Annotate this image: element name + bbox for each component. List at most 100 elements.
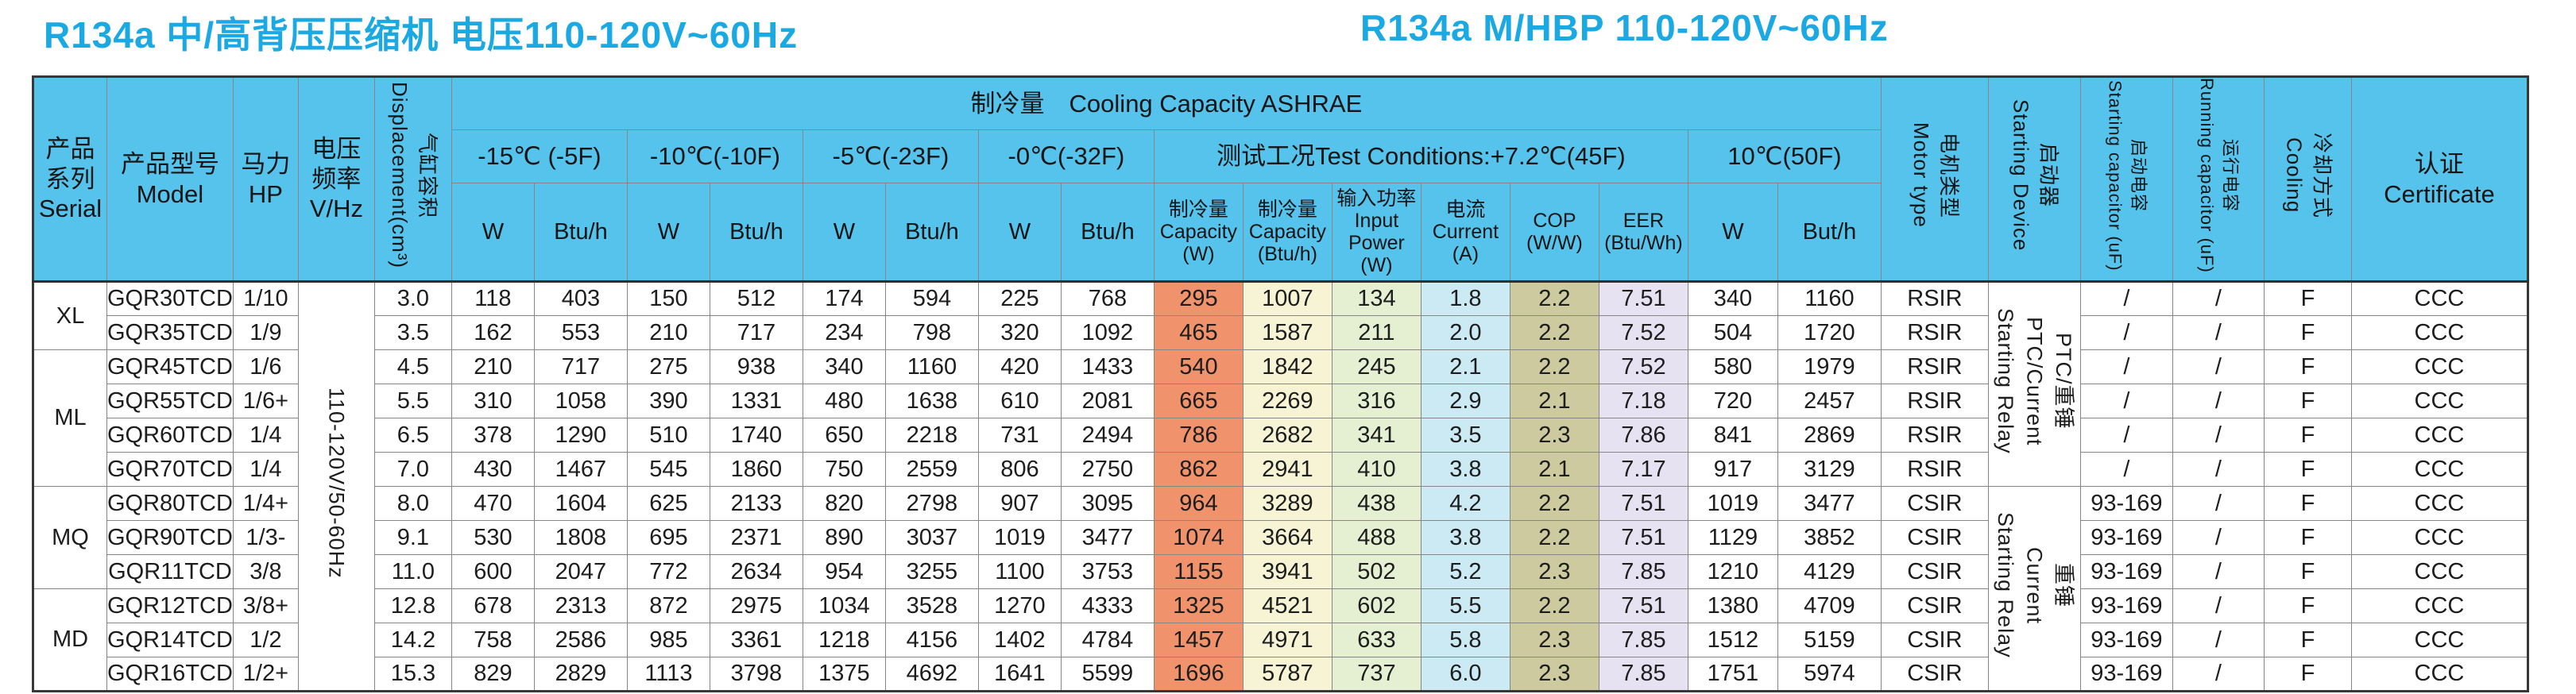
starting-capacitor-cell: 93-169 xyxy=(2079,520,2173,556)
header-current: 电流 Current (A) xyxy=(1420,183,1510,283)
running-capacitor-cell: / xyxy=(2172,588,2265,624)
header-starting-device-text: 启动器 Starting Device xyxy=(2009,99,2061,252)
certificate-cell: CCC xyxy=(2350,315,2528,351)
hp-cell: 1/6 xyxy=(232,349,299,385)
btu-minus15-cell: 1058 xyxy=(533,384,628,419)
capacity-w-cell: 465 xyxy=(1153,315,1244,351)
btu-minus10-cell: 2975 xyxy=(709,588,803,624)
cop-cell: 2.2 xyxy=(1509,315,1599,351)
motor-type-cell: CSIR xyxy=(1880,520,1989,556)
running-capacitor-cell: / xyxy=(2172,520,2265,556)
cop-cell: 2.2 xyxy=(1509,520,1599,556)
cop-cell: 2.3 xyxy=(1509,623,1599,658)
w-minus0-cell: 420 xyxy=(977,349,1062,385)
starting-capacitor-cell: 93-169 xyxy=(2079,588,2173,624)
btu-minus0-cell: 2081 xyxy=(1060,384,1155,419)
certificate-cell: CCC xyxy=(2350,384,2528,419)
eer-cell: 7.86 xyxy=(1598,418,1688,453)
btu-minus15-cell: 1290 xyxy=(533,418,628,453)
btu-minus15-cell: 2047 xyxy=(533,554,628,590)
hp-cell: 3/8+ xyxy=(232,588,299,624)
header-capacity-btu: 制冷量 Capacity (Btu/h) xyxy=(1242,183,1332,283)
motor-type-cell: RSIR xyxy=(1880,384,1989,419)
input-power-cell: 211 xyxy=(1331,315,1421,351)
w-minus15-cell: 430 xyxy=(451,452,535,488)
btu-minus10-cell: 938 xyxy=(709,349,803,385)
input-power-cell: 134 xyxy=(1331,281,1421,317)
capacity-w-cell: 786 xyxy=(1153,418,1244,453)
model-cell: GQR55TCD xyxy=(106,384,234,419)
capacity-w-cell: 964 xyxy=(1153,486,1244,522)
w-minus5-cell: 1218 xyxy=(802,623,886,658)
w-minus5-cell: 820 xyxy=(802,486,886,522)
model-cell: GQR12TCD xyxy=(106,588,234,624)
eer-cell: 7.51 xyxy=(1598,281,1688,317)
capacity-btu-cell: 4971 xyxy=(1242,623,1332,658)
header-temp-minus15: -15℃ (-5F) xyxy=(451,129,628,184)
header-btu-1: Btu/h xyxy=(533,183,628,283)
w-minus15-cell: 310 xyxy=(451,384,535,419)
btu-minus10-cell: 3798 xyxy=(709,657,803,692)
cooling-cell: F xyxy=(2263,623,2352,658)
eer-cell: 7.18 xyxy=(1598,384,1688,419)
eer-cell: 7.51 xyxy=(1598,588,1688,624)
running-capacitor-cell: / xyxy=(2172,418,2265,453)
w-minus0-cell: 907 xyxy=(977,486,1062,522)
serial-cell: XL xyxy=(33,281,107,351)
btu-10c-cell: 4129 xyxy=(1777,554,1882,590)
w-minus5-cell: 650 xyxy=(802,418,886,453)
starting-capacitor-cell: 93-169 xyxy=(2079,486,2173,522)
header-cooling: 冷却方式 Cooling xyxy=(2263,75,2352,283)
table-row: MD GQR12TCD 3/8+ 12.8 678 2313 872 2975 1034 3528… xyxy=(33,588,2528,692)
cop-cell: 2.3 xyxy=(1509,554,1599,590)
table-row: MQ GQR80TCD 1/4+ 8.0 470 1604 625 2133 820 2798 90… xyxy=(33,486,2528,692)
btu-10c-cell: 2869 xyxy=(1777,418,1882,453)
eer-cell: 7.85 xyxy=(1598,554,1688,590)
running-capacitor-cell: / xyxy=(2172,623,2265,658)
w-minus10-cell: 625 xyxy=(626,486,710,522)
w-minus0-cell: 731 xyxy=(977,418,1062,453)
btu-minus0-cell: 2494 xyxy=(1060,418,1155,453)
eer-cell: 7.52 xyxy=(1598,315,1688,351)
input-power-cell: 341 xyxy=(1331,418,1421,453)
serial-cell: MQ xyxy=(33,486,107,590)
displacement-cell: 3.0 xyxy=(373,281,452,317)
w-minus0-cell: 225 xyxy=(977,281,1062,317)
starting-capacitor-cell: 93-169 xyxy=(2079,657,2173,692)
btu-minus0-cell: 4333 xyxy=(1060,588,1155,624)
w-minus5-cell: 1034 xyxy=(802,588,886,624)
cooling-cell: F xyxy=(2263,588,2352,624)
model-cell: GQR16TCD xyxy=(106,657,234,692)
btu-minus5-cell: 2218 xyxy=(884,418,979,453)
header-cooling-capacity-ashrae: 制冷量 Cooling Capacity ASHRAE xyxy=(451,75,1882,131)
motor-type-cell: CSIR xyxy=(1880,486,1989,522)
w-10c-cell: 1512 xyxy=(1687,623,1778,658)
w-minus15-cell: 678 xyxy=(451,588,535,624)
cop-cell: 2.2 xyxy=(1509,588,1599,624)
table-row: GQR70TCD 1/4 7.0 430 1467 545 1860 750 2559 806 27… xyxy=(33,452,2528,488)
page-title-right: R134a M/HBP 110-120V~60Hz xyxy=(1360,7,1889,48)
w-10c-cell: 720 xyxy=(1687,384,1778,419)
w-minus10-cell: 1113 xyxy=(626,657,710,692)
eer-cell: 7.51 xyxy=(1598,520,1688,556)
btu-10c-cell: 4709 xyxy=(1777,588,1882,624)
input-power-cell: 410 xyxy=(1331,452,1421,488)
current-cell: 5.8 xyxy=(1420,623,1510,658)
displacement-cell: 5.5 xyxy=(373,384,452,419)
header-eer: EER (Btu/Wh) xyxy=(1598,183,1688,283)
cop-cell: 2.3 xyxy=(1509,657,1599,692)
motor-type-cell: RSIR xyxy=(1880,281,1989,317)
certificate-cell: CCC xyxy=(2350,554,2528,590)
hp-cell: 1/10 xyxy=(232,281,299,317)
displacement-cell: 8.0 xyxy=(373,486,452,522)
capacity-btu-cell: 1007 xyxy=(1242,281,1332,317)
w-minus10-cell: 390 xyxy=(626,384,710,419)
running-capacitor-cell: / xyxy=(2172,657,2265,692)
input-power-cell: 245 xyxy=(1331,349,1421,385)
hp-cell: 1/4 xyxy=(232,418,299,453)
w-minus5-cell: 954 xyxy=(802,554,886,590)
hp-cell: 1/6+ xyxy=(232,384,299,419)
table-row: GQR14TCD 1/2 14.2 758 2586 985 3361 1218 4156 140… xyxy=(33,623,2528,658)
capacity-btu-cell: 3941 xyxy=(1242,554,1332,590)
starting-capacitor-cell: / xyxy=(2079,384,2173,419)
